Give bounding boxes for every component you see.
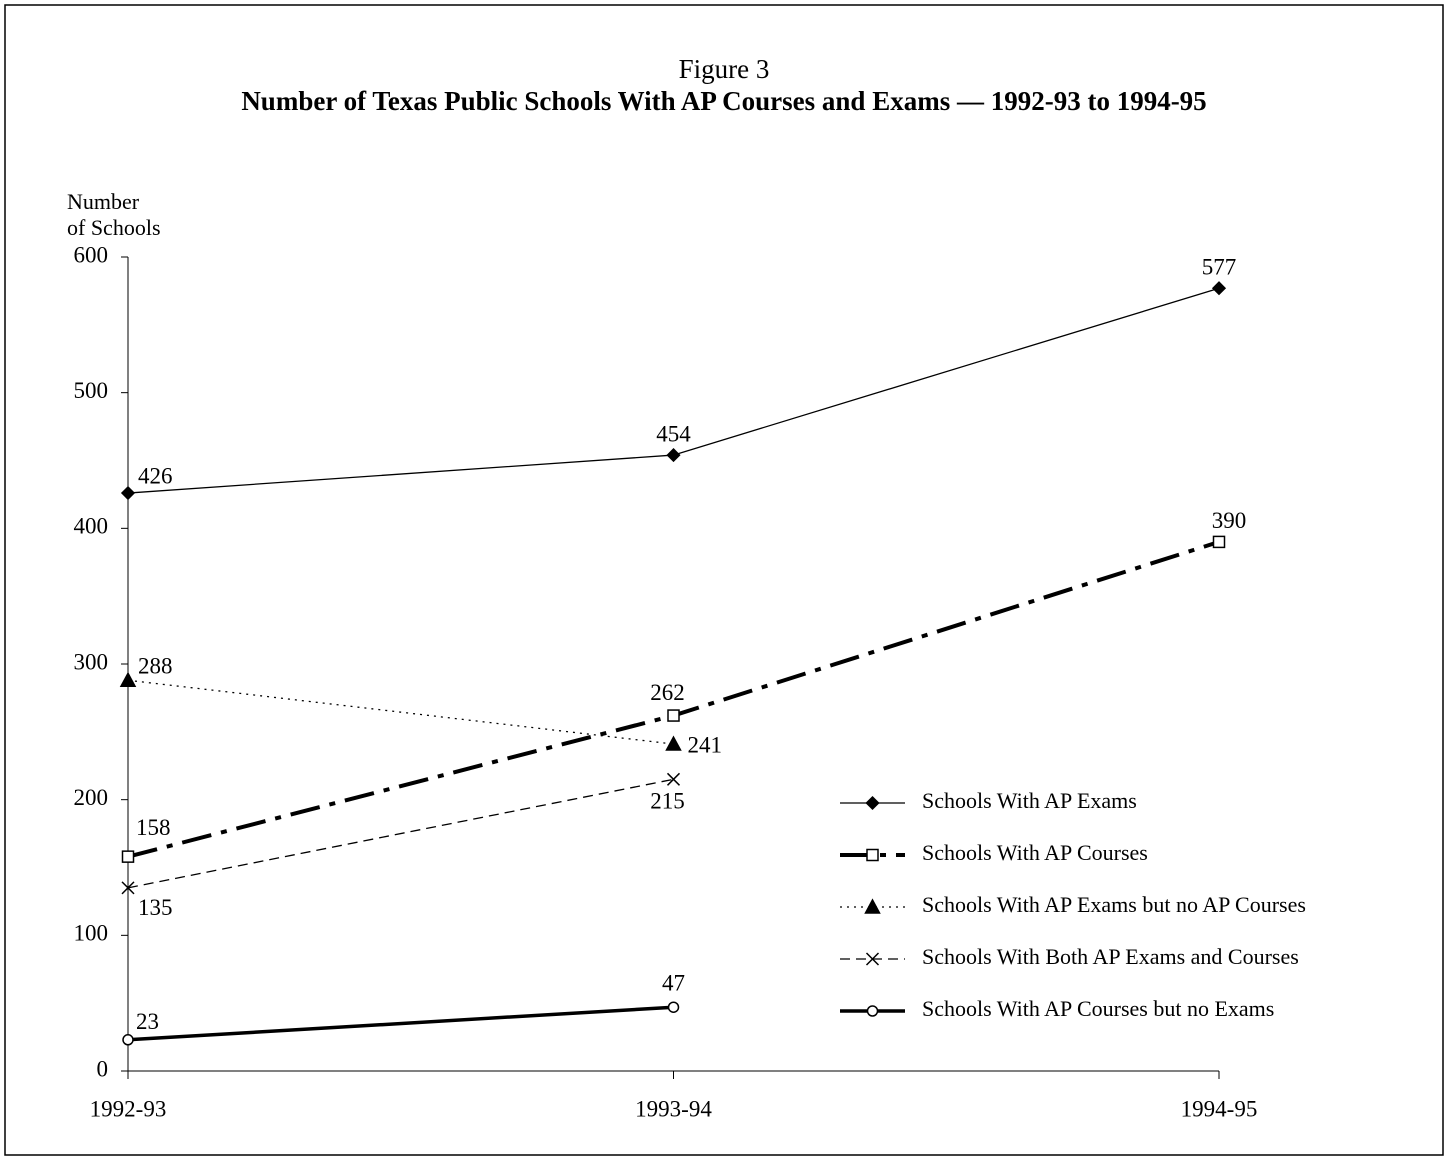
- series-line: [127, 679, 674, 745]
- y-tick-label: 300: [74, 649, 109, 674]
- marker: [666, 448, 681, 463]
- y-tick-label: 500: [74, 378, 109, 403]
- x-tick-label: 1992-93: [90, 1096, 167, 1121]
- series-line: [127, 1005, 674, 1042]
- data-label: 135: [138, 895, 173, 920]
- marker: [121, 881, 135, 895]
- data-label: 158: [136, 815, 171, 840]
- marker: [121, 850, 135, 863]
- data-label: 215: [650, 789, 685, 814]
- series-line: [127, 778, 674, 889]
- legend-label: Schools With AP Courses but no Exams: [922, 996, 1274, 1021]
- x-tick-label: 1994-95: [1181, 1096, 1258, 1121]
- y-tick-label: 0: [97, 1056, 109, 1081]
- marker: [864, 898, 881, 914]
- y-tick-label: 400: [74, 514, 109, 539]
- y-tick-label: 100: [74, 921, 109, 946]
- frame: [4, 4, 1444, 1156]
- x-tick-label: 1993-94: [635, 1096, 712, 1121]
- data-label: 288: [138, 654, 173, 679]
- marker: [1211, 281, 1227, 296]
- y-axis-label: Number: [67, 189, 140, 214]
- data-label: 23: [136, 1009, 159, 1034]
- marker: [865, 795, 880, 811]
- y-axis-label: of Schools: [67, 215, 161, 240]
- marker: [667, 1001, 680, 1013]
- marker: [865, 952, 880, 966]
- marker: [120, 485, 136, 501]
- legend-label: Schools With Both AP Exams and Courses: [922, 944, 1299, 969]
- marker: [1212, 535, 1226, 549]
- chart-subtitle: Number of Texas Public Schools With AP C…: [241, 86, 1206, 116]
- marker: [122, 1034, 134, 1046]
- marker: [866, 1005, 879, 1017]
- data-label: 47: [662, 971, 685, 996]
- data-label: 577: [1202, 254, 1237, 279]
- data-label: 262: [650, 680, 685, 705]
- y-tick-label: 600: [74, 242, 109, 267]
- series-line: [127, 287, 1220, 494]
- data-label: 454: [656, 421, 691, 446]
- marker: [119, 671, 137, 688]
- marker: [866, 848, 879, 862]
- marker: [666, 772, 681, 786]
- data-label: 241: [688, 732, 723, 757]
- legend-label: Schools With AP Exams: [922, 788, 1137, 813]
- y-tick-label: 200: [74, 785, 109, 810]
- chart-title: Figure 3: [679, 54, 770, 84]
- data-label: 426: [138, 463, 173, 488]
- legend-label: Schools With AP Courses: [922, 840, 1148, 865]
- data-label: 390: [1212, 508, 1247, 533]
- legend-label: Schools With AP Exams but no AP Courses: [922, 892, 1306, 917]
- marker: [667, 709, 680, 722]
- marker: [665, 735, 682, 751]
